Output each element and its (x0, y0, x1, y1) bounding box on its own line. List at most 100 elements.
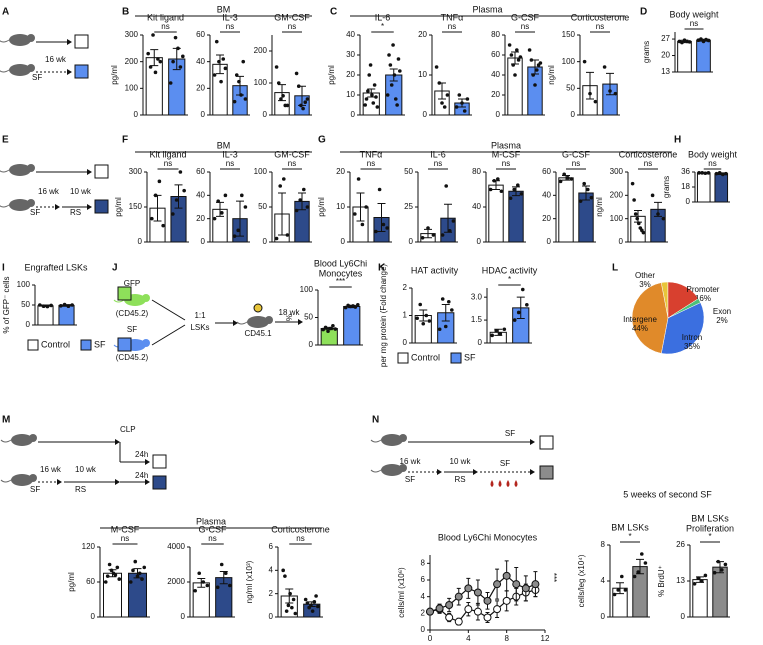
data-point (115, 565, 120, 570)
data-point (367, 73, 372, 77)
chart-title: BM LSKs (691, 513, 729, 523)
schematic-label: 1:1 (194, 311, 206, 320)
y-tick-label: 4000 (167, 542, 185, 551)
data-point (448, 229, 452, 233)
error-bar (377, 203, 386, 232)
y-tick-label: 20 (542, 214, 551, 223)
data-point (296, 84, 301, 88)
mouse-head (265, 316, 273, 324)
y-tick-label: 40 (196, 190, 205, 199)
data-point (333, 327, 338, 331)
data-point (219, 79, 223, 84)
y-tick-label: 0 (686, 197, 691, 206)
data-point (59, 304, 63, 308)
panel-letter: M (2, 415, 10, 426)
mouse-body (381, 434, 403, 446)
data-point (113, 573, 118, 577)
group-box (539, 435, 554, 450)
data-point (641, 230, 646, 235)
y-tick-label: 60 (491, 50, 500, 59)
bar (192, 582, 210, 618)
data-point (431, 233, 436, 237)
data-point (396, 57, 401, 61)
pie-category: Other (635, 271, 655, 280)
schematic-label: SF (32, 73, 42, 82)
schematic-label: 16 wk (45, 55, 67, 64)
schematic-label: (CD45.2) (116, 353, 149, 362)
y-tick-label: 0 (341, 237, 346, 246)
data-point (237, 79, 241, 84)
series-point (483, 596, 492, 605)
data-point (717, 171, 722, 175)
data-point (427, 319, 432, 323)
significance: ns (226, 22, 234, 31)
data-point (223, 66, 228, 71)
chart-title: Body weight (688, 149, 738, 159)
x-tick-label: 8 (504, 634, 509, 643)
series-point (464, 584, 473, 593)
data-point (176, 46, 180, 51)
arrow-head (57, 479, 62, 485)
mouse-body (247, 316, 269, 328)
y-tick-label: 60 (196, 30, 205, 39)
data-point (440, 233, 445, 237)
error-bar (278, 192, 286, 236)
mouse-tail (370, 469, 382, 473)
y-tick-label: 0 (134, 110, 139, 119)
y-tick-label: 2 (403, 283, 408, 292)
data-point (462, 109, 467, 113)
y-tick-label: 8 (421, 558, 426, 567)
data-point (212, 73, 217, 77)
y-tick-label: 3.0 (471, 292, 483, 301)
schematic-label: RS (75, 485, 86, 494)
data-point (518, 55, 523, 59)
arrow-head (115, 439, 120, 445)
y-tick-label: 40 (491, 70, 500, 79)
y-tick-label: 40 (346, 30, 355, 39)
panel-letter: L (612, 263, 618, 274)
y-axis-label: cells/ml (x10⁶) (397, 567, 406, 618)
data-point (502, 327, 507, 332)
blood-drop (506, 480, 510, 487)
data-point (140, 577, 144, 581)
data-point (566, 176, 570, 180)
data-point (135, 574, 140, 578)
chart-title: Engrafted LSKs (24, 262, 88, 272)
mouse-body (9, 64, 31, 76)
y-tick-label: 120 (82, 542, 96, 551)
pie-value-label: 35% (684, 342, 700, 351)
mouse-head (27, 64, 35, 72)
data-point (723, 562, 728, 567)
data-point (371, 101, 376, 105)
data-point (288, 591, 292, 596)
y-tick-label: 50 (258, 202, 267, 211)
series-point (454, 592, 463, 601)
significance: ns (521, 22, 529, 31)
rule (151, 299, 186, 321)
data-point (562, 172, 566, 177)
panel-letter: J (112, 263, 118, 274)
y-tick-label: 100 (254, 167, 268, 176)
data-point (515, 48, 519, 52)
arrow-head (473, 469, 478, 475)
data-point (421, 321, 426, 326)
data-point (434, 65, 439, 69)
bar (696, 172, 711, 203)
data-point (443, 324, 448, 329)
y-tick-label: 30 (346, 50, 355, 59)
y-tick-label: 20 (336, 167, 345, 176)
y-tick-label: 0 (478, 338, 483, 347)
data-point (507, 43, 512, 47)
data-point (701, 39, 706, 44)
significance: * (381, 22, 384, 31)
data-point (724, 171, 728, 176)
mouse-body (9, 199, 31, 211)
data-point (535, 68, 539, 72)
y-tick-label: 150 (562, 30, 576, 39)
y-tick-label: 20 (491, 90, 500, 99)
series-point (445, 601, 454, 609)
data-point (282, 177, 286, 181)
chart-title: TNFα (360, 149, 383, 159)
data-point (415, 316, 419, 321)
panel-letter: E (2, 135, 9, 146)
